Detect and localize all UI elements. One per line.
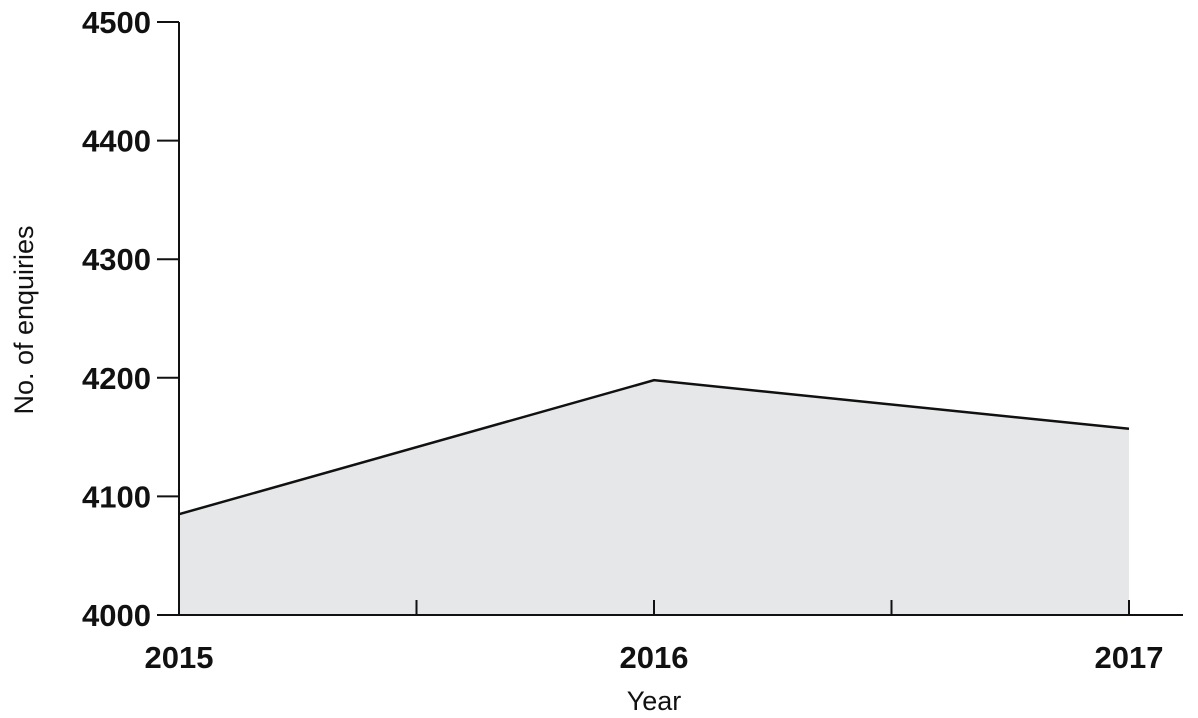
x-axis-ticks: 2015 2016 2017 (145, 600, 1164, 675)
y-tick-label: 4500 (82, 5, 151, 40)
y-axis-ticks: 4000 4100 4200 4300 4400 4500 (82, 5, 179, 633)
y-axis-title: No. of enquiries (9, 225, 39, 414)
y-tick-label: 4000 (82, 598, 151, 633)
series-line (178, 378, 1130, 516)
y-tick-label: 4100 (82, 479, 151, 514)
area-fill (179, 380, 1129, 615)
x-axis-title: Year (627, 686, 682, 716)
x-tick-label: 2017 (1095, 640, 1164, 675)
y-tick-label: 4400 (82, 124, 151, 159)
x-tick-label: 2016 (620, 640, 689, 675)
area-layer (178, 378, 1130, 615)
axes (178, 22, 1183, 616)
y-tick-label: 4200 (82, 361, 151, 396)
x-tick-label: 2015 (145, 640, 214, 675)
y-tick-label: 4300 (82, 242, 151, 277)
